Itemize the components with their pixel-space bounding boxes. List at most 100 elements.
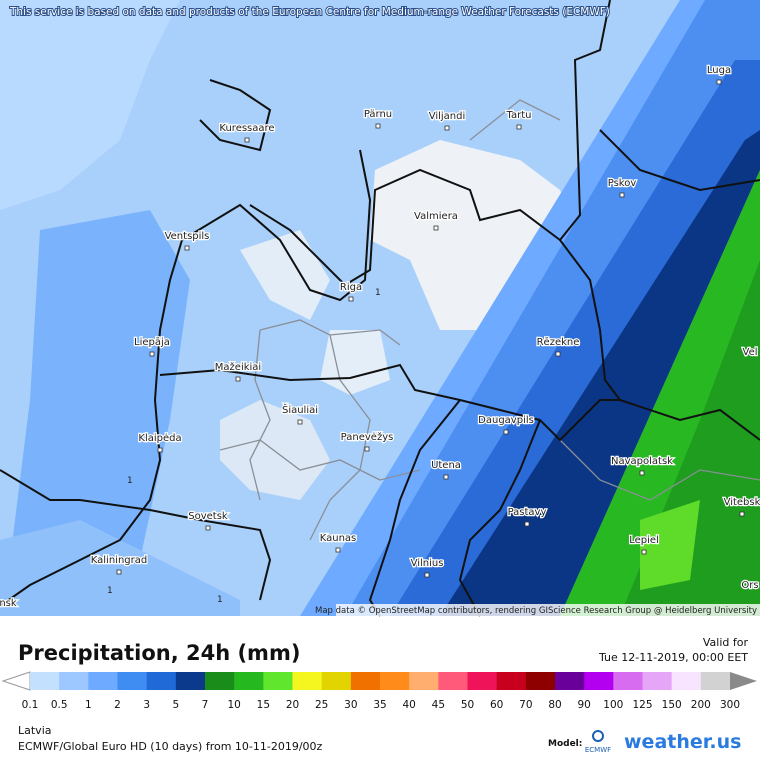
city-marker [235,376,241,382]
city-marker [443,474,449,480]
legend-swatch [642,672,673,690]
map: Luga Pärnu Viljandi Tartu Kuressaare Pskov Val… [0,0,760,617]
notice: This service is based on data and produc… [9,6,610,18]
city-label: Mažeikiai [215,361,261,373]
city-label: Pastavy [508,507,547,518]
legend-swatch [584,672,614,690]
city-label: Vel [743,347,758,358]
city-marker [424,572,430,578]
city-label: Tartu [506,110,532,121]
legend-arrow-high [730,672,757,690]
legend-label: 150 [662,699,682,711]
city-label: Liepāja [134,337,170,348]
legend-swatch [613,672,643,690]
brand: weather.us [624,731,741,753]
city-marker [149,351,155,357]
city-label: Sovetsk [188,511,228,522]
city-label: Vitebsk [724,497,760,508]
legend-arrow-low [1,671,31,691]
legend-label: 3 [143,699,150,711]
city-label: Valmiera [414,211,458,222]
valid-time: Tue 12-11-2019, 00:00 EET [598,651,748,664]
city-label: Kaliningrad [91,555,147,566]
city-marker [364,446,370,452]
city-label: Kuressaare [219,123,274,134]
city-marker [641,549,647,555]
legend-swatch [234,672,264,690]
city-label: Pärnu [364,109,392,120]
legend-swatch [117,672,148,690]
city-label: Kaunas [320,533,357,544]
city-marker [116,569,122,575]
legend-label: 1 [85,699,92,711]
city-marker [244,137,250,143]
city-marker [516,124,522,130]
legend-label: 100 [603,699,623,711]
model-name: ECMWF [585,746,611,754]
legend-swatch [380,672,410,690]
legend-swatch [438,672,468,690]
legend-swatch [263,672,293,690]
city-marker [739,511,745,517]
model-label: Model: [548,739,582,749]
legend-swatch [30,672,60,690]
city-marker [619,192,625,198]
legend-label: 30 [344,699,357,711]
legend-swatch [59,672,89,690]
city-label: Rēzekne [537,337,580,348]
legend-label: 45 [432,699,445,711]
contour-label: 1 [375,288,381,298]
city-label: Lepiel [629,535,659,546]
legend-swatch [292,672,323,690]
legend-label: 7 [202,699,209,711]
city-label: Ventspils [165,231,210,242]
legend-swatch [205,672,235,690]
region: Latvia [18,724,52,737]
legend-swatch [555,672,585,690]
legend-swatch [467,672,498,690]
city-label: Luga [707,65,731,76]
city-marker [444,125,450,131]
city-label: nsk [0,598,17,609]
legend-swatch [350,672,381,690]
legend-label: 0.5 [51,699,68,711]
legend-swatch [409,672,439,690]
city-label: Pskov [608,178,637,189]
legend-label: 300 [720,699,740,711]
legend-label: 125 [632,699,652,711]
legend-label: 200 [691,699,711,711]
city-label: Ors [741,580,758,591]
legend-swatch [525,672,556,690]
city-label: Klaipėda [138,433,181,444]
legend-label: 15 [257,699,270,711]
city-marker [716,79,722,85]
city-marker [555,351,561,357]
legend-swatch [496,672,527,690]
city-label: Viljandi [429,111,466,122]
city-marker [184,245,190,251]
city-label: Navapolatsk [611,456,673,467]
title: Precipitation, 24h (mm) [18,641,300,665]
contour-label: 1 [127,476,133,486]
city-label: Šiauliai [282,403,318,416]
legend-label: 25 [315,699,328,711]
legend-label: 20 [286,699,299,711]
legend-swatch [175,672,206,690]
model-run: ECMWF/Global Euro HD (10 days) from 10-1… [18,740,323,753]
city-marker [297,419,303,425]
city-marker [433,225,439,231]
legend-label: 10 [227,699,240,711]
valid-label: Valid for [703,636,749,649]
attribution: Map data © OpenStreetMap contributors, r… [315,606,757,616]
city-marker [375,123,381,129]
city-marker [348,296,354,302]
city-marker [503,429,509,435]
contour-label: 1 [107,586,113,596]
legend-swatch [146,672,177,690]
legend-swatch [88,672,118,690]
city-label: Riga [340,282,362,293]
legend-label: 5 [172,699,179,711]
city-label: Daugavpils [478,415,534,426]
city-label: Vilnius [411,558,444,569]
